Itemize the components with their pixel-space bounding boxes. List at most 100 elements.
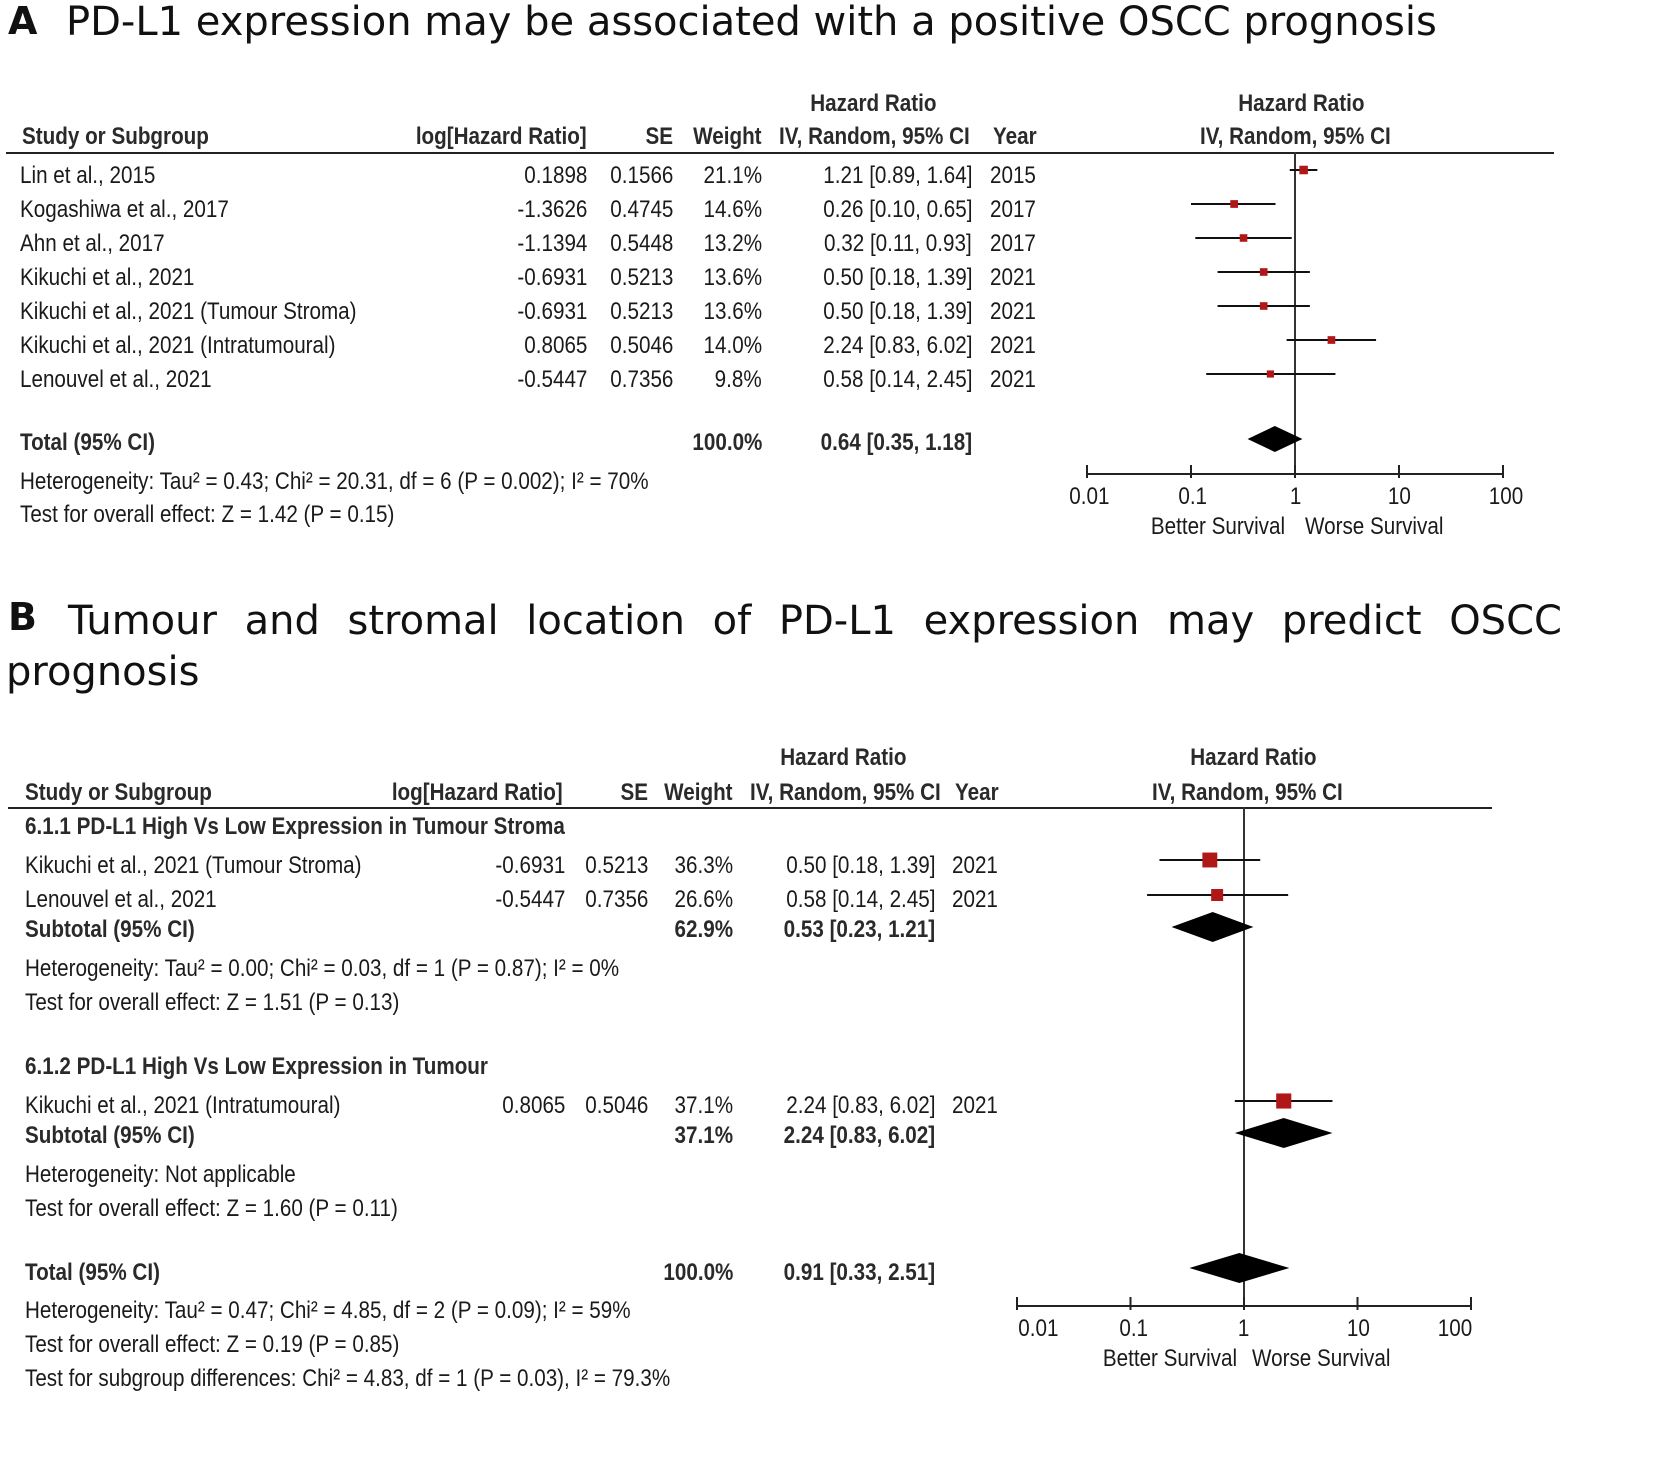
a-study-loghr: -1.1394 [516,230,587,257]
b-axis-tick-label: 0.01 [1018,1315,1059,1342]
panel-a-title: PD-L1 expression may be associated with … [66,0,1437,45]
a-overall-effect: Test for overall effect: Z = 1.42 (P = 0… [20,501,395,528]
a-study-year: 2021 [990,298,1036,325]
a-study-name: Kogashiwa et al., 2017 [20,196,229,223]
b-subtotal2-ci: 2.24 [0.83, 6.02] [783,1122,935,1149]
summary-diamond [1247,426,1303,452]
a-header-plot-bottom: IV, Random, 95% CI [1200,123,1391,150]
a-study-ci: 0.32 [0.11, 0.93] [824,230,972,257]
b-subgroup1-heading: 6.1.1 PD-L1 High Vs Low Expression in Tu… [25,813,565,840]
b-study-name: Lenouvel et al., 2021 [25,886,217,913]
a-header-study: Study or Subgroup [22,123,209,150]
a-axis-tick-label: 10 [1387,483,1411,510]
a-study-ci: 0.50 [0.18, 1.39] [822,298,972,325]
effect-square [1211,889,1224,901]
b-study-se: 0.5213 [584,852,648,879]
a-study-loghr: -0.5447 [516,366,587,393]
a-study-weight: 13.2% [703,230,762,257]
b-subgroup1-overall-effect: Test for overall effect: Z = 1.51 (P = 0… [25,989,400,1016]
panel-b-title-line2: prognosis [6,649,200,695]
b-header-weight: Weight [664,779,733,806]
b-study-ci: 0.58 [0.14, 2.45] [785,886,935,913]
b-subgroup-differences: Test for subgroup differences: Chi² = 4.… [25,1365,671,1392]
panel-b-letter: B [8,595,37,639]
a-header-se: SE [645,123,673,150]
b-subgroup2-overall-effect: Test for overall effect: Z = 1.60 (P = 0… [25,1195,398,1222]
a-study-ci: 0.26 [0.10, 0.65] [822,196,972,223]
b-study-loghr: -0.6931 [494,852,565,879]
b-study-year: 2021 [952,852,998,879]
a-axis-right-label: Worse Survival [1305,513,1444,540]
b-header-hr-bottom: IV, Random, 95% CI [750,779,941,806]
a-study-se: 0.5213 [609,264,673,291]
a-study-ci: 2.24 [0.83, 6.02] [822,332,972,359]
a-study-se: 0.5213 [609,298,673,325]
b-title-word: predict [1281,598,1422,644]
b-study-weight: 37.1% [674,1092,733,1119]
b-total-label: Total (95% CI) [25,1259,160,1286]
b-study-ci: 2.24 [0.83, 6.02] [785,1092,935,1119]
a-axis-tick-label: 0.01 [1069,483,1110,510]
b-overall-effect: Test for overall effect: Z = 0.19 (P = 0… [25,1331,400,1358]
a-total-ci: 0.64 [0.35, 1.18] [820,429,972,456]
a-study-se: 0.7356 [609,366,673,393]
a-study-name: Kikuchi et al., 2021 (Intratumoural) [20,332,336,359]
b-study-weight: 26.6% [674,886,733,913]
b-title-word: location [526,598,686,644]
b-title-word: and [244,598,320,644]
a-header-weight: Weight [693,123,762,150]
b-subgroup2-heterogeneity: Heterogeneity: Not applicable [25,1161,296,1188]
a-study-name: Lin et al., 2015 [20,162,156,189]
a-study-loghr: 0.8065 [523,332,587,359]
a-axis-tick-label: 100 [1488,483,1524,510]
effect-square [1266,370,1274,378]
a-total-label: Total (95% CI) [20,429,155,456]
b-subtotal1-label: Subtotal (95% CI) [25,916,195,943]
b-study-name: Kikuchi et al., 2021 (Tumour Stroma) [25,852,362,879]
a-header-hr-bottom: IV, Random, 95% CI [779,123,970,150]
b-subgroup2-heading: 6.1.2 PD-L1 High Vs Low Expression in Tu… [25,1053,488,1080]
b-study-loghr: 0.8065 [501,1092,565,1119]
summary-diamond [1234,1118,1333,1148]
a-study-loghr: 0.1898 [523,162,587,189]
b-subtotal1-weight: 62.9% [674,916,733,943]
b-axis-tick-label: 0.1 [1119,1315,1149,1342]
summary-diamond [1171,912,1254,942]
a-axis-tick-label: 0.1 [1178,483,1208,510]
effect-square [1259,268,1268,276]
a-study-year: 2017 [990,230,1036,257]
b-subtotal2-label: Subtotal (95% CI) [25,1122,195,1149]
b-axis-tick-label: 1 [1237,1315,1250,1342]
a-study-se: 0.4745 [609,196,673,223]
a-axis-left-label: Better Survival [1150,513,1285,540]
b-study-year: 2021 [952,886,998,913]
b-title-word: expression [923,598,1140,644]
a-study-year: 2017 [990,196,1036,223]
effect-square [1259,302,1268,310]
a-header-hr-top: Hazard Ratio [810,90,937,117]
a-axis-tick-label: 1 [1289,483,1302,510]
b-header-rule [8,807,1492,809]
b-header-se: SE [620,779,648,806]
a-study-loghr: -1.3626 [516,196,587,223]
b-axis-left-label: Better Survival [1102,1345,1237,1372]
a-study-name: Lenouvel et al., 2021 [20,366,212,393]
a-total-weight: 100.0% [691,429,762,456]
a-header-rule [6,152,1554,154]
b-title-word: may [1167,598,1255,644]
a-study-name: Kikuchi et al., 2021 (Tumour Stroma) [20,298,357,325]
b-study-se: 0.5046 [584,1092,648,1119]
effect-square [1230,200,1239,208]
effect-square [1299,165,1308,175]
a-study-weight: 13.6% [703,264,762,291]
a-study-se: 0.1566 [609,162,673,189]
b-study-loghr: -0.5447 [494,886,565,913]
a-study-se: 0.5448 [609,230,673,257]
b-header-study: Study or Subgroup [25,779,212,806]
b-axis-right-label: Worse Survival [1252,1345,1391,1372]
panel-a-letter: A [8,0,38,43]
b-study-year: 2021 [952,1092,998,1119]
b-study-weight: 36.3% [674,852,733,879]
